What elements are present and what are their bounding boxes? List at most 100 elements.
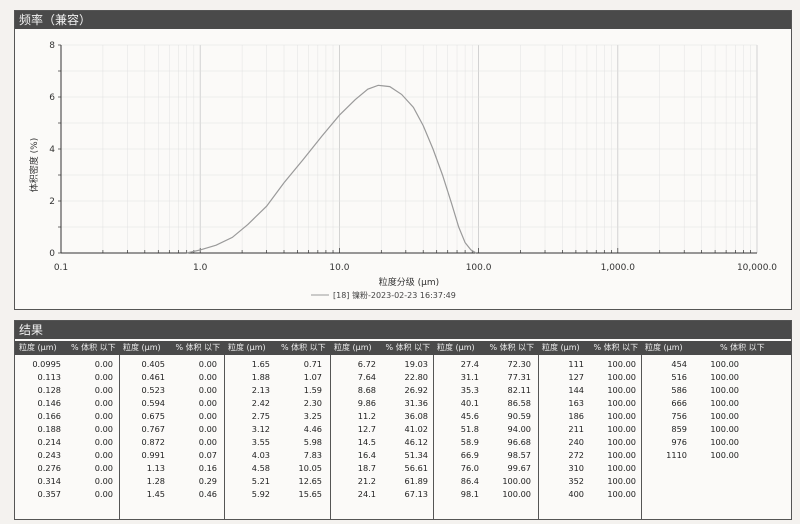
results-row: 4.03 7.83 [224,449,330,462]
volume-percent: 100.00 [607,359,636,369]
volume-percent: 100.00 [607,450,636,460]
particle-size: 186 [568,411,584,421]
particle-size: 35.3 [460,385,479,395]
particle-size: 0.594 [141,398,165,408]
particle-size: 1.65 [251,359,270,369]
results-row: 1.88 1.07 [224,371,330,384]
results-row: 6.72 19.03 [330,358,433,371]
y-tick-label: 4 [49,145,55,155]
volume-percent: 51.34 [404,450,428,460]
results-row: 0.146 0.00 [15,397,119,410]
results-column-header: 粒度 (μm) % 体积 以下 [433,341,538,355]
size-header: 粒度 (μm) [123,343,161,352]
particle-size: 18.7 [357,463,376,473]
results-row: 58.9 96.68 [433,436,538,449]
results-column: 粒度 (μm) % 体积 以下 6.72 19.03 7.64 22.80 8.68 26.9… [330,341,434,519]
results-row: 0.128 0.00 [15,384,119,397]
particle-size: 6.72 [357,359,376,369]
results-row: 98.1 100.00 [433,488,538,501]
percent-header: % 体积 以下 [281,343,326,352]
results-row: 0.594 0.00 [119,397,224,410]
particle-size: 0.214 [37,437,61,447]
x-tick-label: 1,000.0 [601,263,636,273]
percent-header: % 体积 以下 [71,343,116,352]
volume-percent: 2.30 [303,398,322,408]
volume-percent: 99.67 [507,463,531,473]
particle-size: 24.1 [357,489,376,499]
results-row: 1110 100.00 [641,449,791,462]
size-header: 粒度 (μm) [437,343,475,352]
volume-percent: 96.68 [507,437,531,447]
results-row: 7.64 22.80 [330,371,433,384]
volume-percent: 100.00 [607,437,636,447]
results-row: 0.523 0.00 [119,384,224,397]
particle-size: 211 [568,424,584,434]
results-row: 454 100.00 [641,358,791,371]
volume-percent: 90.59 [507,411,531,421]
results-row: 4.58 10.05 [224,462,330,475]
results-row: 8.68 26.92 [330,384,433,397]
size-header: 粒度 (μm) [645,343,683,352]
volume-percent: 72.30 [507,359,531,369]
results-row: 211 100.00 [538,423,641,436]
volume-percent: 5.98 [303,437,322,447]
particle-size: 5.21 [251,476,270,486]
volume-percent: 0.00 [94,424,113,434]
particle-size: 272 [568,450,584,460]
chart-series-line [186,84,477,254]
volume-percent: 100.00 [710,385,739,395]
particle-size: 14.5 [357,437,376,447]
particle-size: 0.767 [141,424,165,434]
volume-percent: 0.00 [198,385,217,395]
results-row: 3.12 4.46 [224,423,330,436]
results-row: 400 100.00 [538,488,641,501]
x-axis-label: 粒度分级 (μm) [379,276,439,288]
volume-percent: 100.00 [710,398,739,408]
volume-percent: 0.46 [198,489,217,499]
volume-percent: 100.00 [607,476,636,486]
particle-size: 240 [568,437,584,447]
volume-percent: 0.00 [198,437,217,447]
results-row: 0.188 0.00 [15,423,119,436]
percent-header: % 体积 以下 [593,343,639,352]
particle-size: 0.675 [141,411,165,421]
legend-entry: [18] 镍粉-2023-02-23 16:37:49 [333,290,456,300]
particle-size: 1.28 [146,476,165,486]
results-panel: 结果 粒度 (μm)% 体积 以下 0.0995 0.00 0.113 0.00 0.12… [14,320,792,520]
particle-size: 0.405 [141,359,165,369]
particle-size: 2.42 [251,398,270,408]
particle-size: 2.13 [251,385,270,395]
x-tick-label: 10,000.0 [737,263,777,273]
particle-size: 5.92 [251,489,270,499]
volume-percent: 82.11 [507,385,531,395]
particle-size: 310 [568,463,584,473]
volume-percent: 0.00 [94,372,113,382]
particle-size: 1110 [666,450,687,460]
results-column: 粒度 (μm) % 体积 以下 111 100.00 127 100.00 144 100.0… [538,341,642,519]
particle-size: 516 [671,372,687,382]
percent-header: % 体积 以下 [720,343,765,352]
particle-size: 86.4 [460,476,479,486]
volume-percent: 15.65 [298,489,322,499]
particle-size: 0.166 [37,411,61,421]
results-column: 粒度 (μm) % 体积 以下 454 100.00 516 100.00 586 100.0… [641,341,791,519]
particle-size: 111 [568,359,584,369]
results-row: 310 100.00 [538,462,641,475]
results-row: 1.13 0.16 [119,462,224,475]
results-row: 756 100.00 [641,410,791,423]
volume-percent: 26.92 [404,385,428,395]
particle-size: 1.13 [146,463,165,473]
particle-size: 0.243 [37,450,61,460]
results-column-header: 粒度 (μm) % 体积 以下 [538,341,641,355]
volume-percent: 100.00 [607,489,636,499]
particle-size: 27.4 [460,359,479,369]
results-column-header: 粒度 (μm) % 体积 以下 [641,341,791,355]
results-row: 11.2 36.08 [330,410,433,423]
volume-percent: 100.00 [502,476,531,486]
particle-size: 0.276 [37,463,61,473]
volume-percent: 100.00 [607,424,636,434]
results-table: 粒度 (μm)% 体积 以下 0.0995 0.00 0.113 0.00 0.128 0.… [15,341,791,519]
results-row: 859 100.00 [641,423,791,436]
x-tick-label: 0.1 [54,263,68,273]
volume-percent: 0.00 [94,463,113,473]
